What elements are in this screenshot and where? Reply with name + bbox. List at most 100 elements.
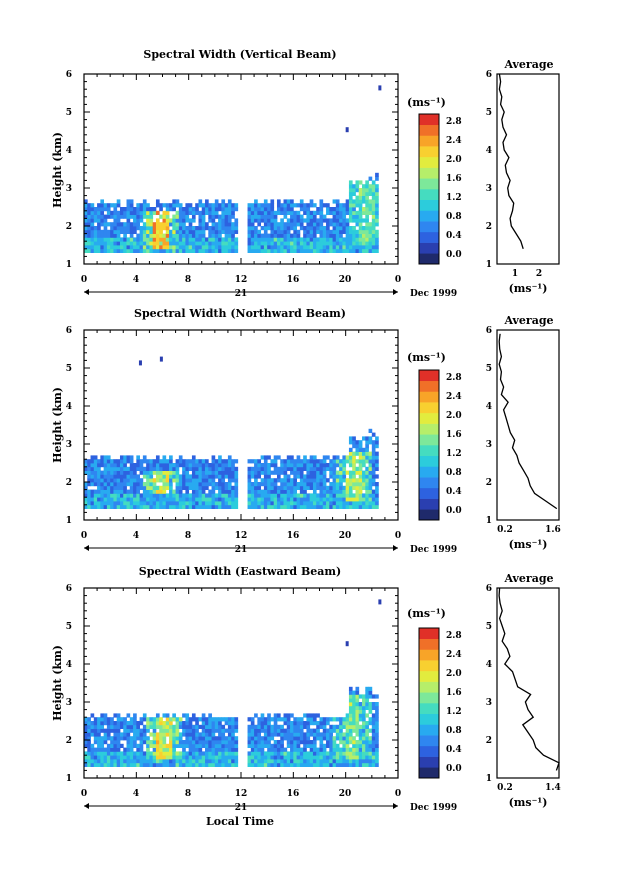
heatmap-cell [365,195,369,200]
heatmap-cell [146,717,150,722]
heatmap-cell [368,755,373,760]
heatmap-cell [175,721,180,726]
heatmap-cell [152,717,157,722]
heatmap-cell [276,755,281,760]
heatmap-cell [286,478,291,483]
heatmap-cell [339,751,343,756]
heatmap-cell [375,459,379,464]
heatmap-cell [326,222,330,227]
heatmap-cell [195,724,199,729]
heatmap-cell [339,504,343,509]
heatmap-cell [286,459,291,464]
heatmap-cell [283,501,288,506]
heatmap-cell [335,732,340,737]
heatmap-cell [139,470,144,475]
heatmap-cell [191,466,196,471]
heatmap-cell [198,504,203,509]
heatmap-cell [97,743,101,748]
heatmap-cell [257,717,262,722]
heatmap-cell [87,717,91,722]
heatmap-cell [345,504,350,509]
heatmap-cell [234,245,239,250]
heatmap-cell [136,203,140,208]
heatmap-cell [110,237,114,242]
heatmap-cell [221,463,226,468]
heatmap-cell [198,482,203,487]
heatmap-cell [260,493,265,498]
heatmap-cell [303,463,307,468]
heatmap-cell [221,485,226,490]
heatmap-cell [93,747,98,752]
heatmap-cell [84,203,88,208]
heatmap-cell [303,740,307,745]
heatmap-cell [188,222,193,227]
heatmap-cell [358,702,363,707]
heatmap-cell [182,504,186,509]
heatmap-cell [211,501,216,506]
heatmap-cell [309,497,314,502]
heatmap-cell [119,762,124,767]
heatmap-cell [257,466,262,471]
heatmap-cell [280,489,284,494]
heatmap-cell [286,466,291,471]
heatmap-cell [280,740,284,745]
heatmap-cell [355,440,360,445]
heatmap-cell [365,180,369,185]
heatmap-cell [286,740,291,745]
heatmap-cell [371,248,376,253]
heatmap-cell [136,497,140,502]
heatmap-cell [159,489,163,494]
heatmap-cell [296,474,301,479]
heatmap-cell [159,478,163,483]
heatmap-cell [142,474,147,479]
heatmap-cell [358,455,363,460]
heatmap-cell [133,214,137,219]
heatmap-cell [306,482,311,487]
heatmap-cell [322,504,327,509]
heatmap-cell [332,743,337,748]
heatmap-cell [276,229,281,234]
heatmap-cell [358,451,363,456]
heatmap-cell [329,222,333,227]
heatmap-cell [103,241,108,246]
heatmap-cell [205,199,209,204]
heatmap-cell [352,226,356,231]
heatmap-cell [139,497,144,502]
heatmap-cell [165,241,170,246]
heatmap-cell [332,470,337,475]
heatmap-cell [178,732,183,737]
heatmap-cell [165,724,170,729]
heatmap-cell [119,759,124,764]
heatmap-cell [280,203,284,208]
heatmap-cell [234,459,239,464]
heatmap-cell [227,759,232,764]
heatmap-cell [270,203,275,208]
heatmap-cell [129,222,134,227]
heatmap-cell [155,248,160,253]
heatmap-cell [129,740,134,745]
heatmap-cell [368,702,373,707]
heatmap-cell [149,233,154,238]
heatmap-cell [358,466,363,471]
heatmap-cell [87,245,91,250]
heatmap-cell [198,203,203,208]
heatmap-cell [371,455,376,460]
heatmap-cell [126,478,131,483]
heatmap-cell [198,762,203,767]
heatmap-cell [267,755,271,760]
heatmap-cell [139,210,144,215]
colorbar-tick: 0.0 [446,250,462,260]
x-tick-label: 4 [133,531,139,541]
heatmap-cell [100,485,105,490]
heatmap-cell [169,493,173,498]
heatmap-cell [136,459,140,464]
avg-y-tick: 2 [486,222,492,232]
heatmap-cell [100,489,105,494]
heatmap-cell [182,233,186,238]
heatmap-cell [162,210,167,215]
heatmap-cell [290,740,294,745]
heatmap-cell [312,740,317,745]
heatmap-cell [165,743,170,748]
heatmap-cell [322,755,327,760]
heatmap-cell [371,755,376,760]
